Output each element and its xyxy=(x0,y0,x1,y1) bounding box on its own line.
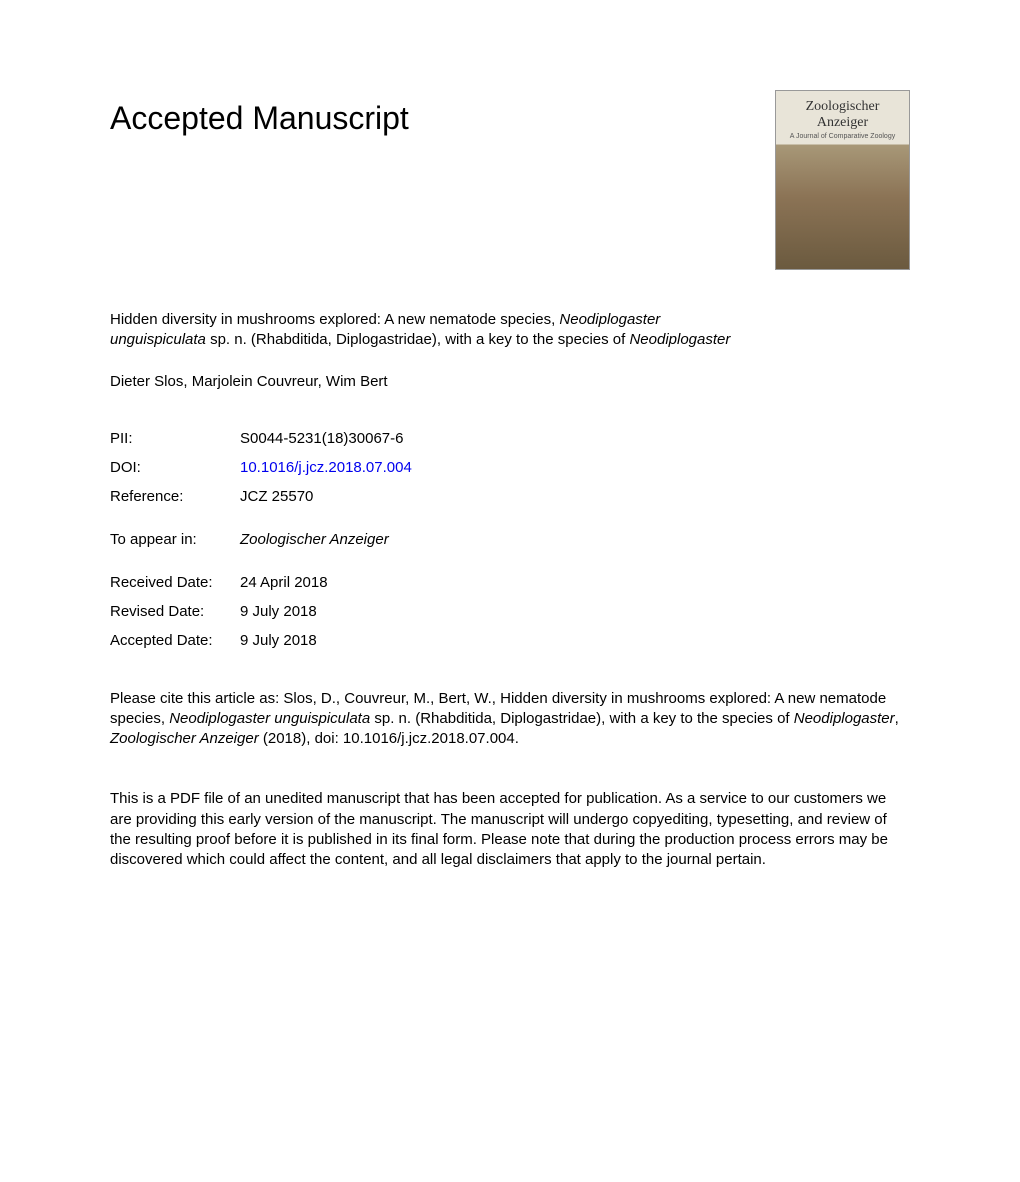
citation-text: Please cite this article as: Slos, D., C… xyxy=(110,689,910,750)
meta-row-pii: PII: S0044-5231(18)30067-6 xyxy=(110,430,910,447)
disclaimer-text: This is a PDF file of an unedited manusc… xyxy=(110,789,910,870)
doi-link[interactable]: 10.1016/j.jcz.2018.07.004 xyxy=(240,459,412,476)
title-mid: sp. n. (Rhabditida, Diplogastridae), wit… xyxy=(206,331,630,348)
journal-cover-title-line1: Zoologischer xyxy=(806,99,880,114)
title-species2: Neodiplogaster xyxy=(629,331,730,348)
citation-species1: Neodiplogaster unguispiculata xyxy=(169,710,370,727)
journal-cover-title-line2: Anzeiger xyxy=(817,115,868,130)
pii-value: S0044-5231(18)30067-6 xyxy=(240,430,403,447)
meta-row-accepted: Accepted Date: 9 July 2018 xyxy=(110,632,910,649)
citation-part3: , xyxy=(895,710,899,727)
received-value: 24 April 2018 xyxy=(240,574,328,591)
accepted-label: Accepted Date: xyxy=(110,632,240,649)
page-title: Accepted Manuscript xyxy=(110,100,409,137)
article-title: Hidden diversity in mushrooms explored: … xyxy=(110,310,750,351)
reference-label: Reference: xyxy=(110,488,240,505)
header-row: Accepted Manuscript Zoologischer Anzeige… xyxy=(110,100,910,270)
citation-journal: Zoologischer Anzeiger xyxy=(110,730,259,747)
meta-row-revised: Revised Date: 9 July 2018 xyxy=(110,603,910,620)
appear-value: Zoologischer Anzeiger xyxy=(240,531,389,548)
doi-label: DOI: xyxy=(110,459,240,476)
citation-species2: Neodiplogaster xyxy=(794,710,895,727)
journal-cover-title: Zoologischer Anzeiger xyxy=(776,99,909,131)
meta-row-appear: To appear in: Zoologischer Anzeiger xyxy=(110,531,910,548)
metadata-table: PII: S0044-5231(18)30067-6 DOI: 10.1016/… xyxy=(110,430,910,649)
revised-label: Revised Date: xyxy=(110,603,240,620)
revised-value: 9 July 2018 xyxy=(240,603,317,620)
journal-cover-subtitle: A Journal of Comparative Zoology xyxy=(776,133,909,140)
meta-row-reference: Reference: JCZ 25570 xyxy=(110,488,910,505)
title-prefix: Hidden diversity in mushrooms explored: … xyxy=(110,311,559,328)
journal-cover-thumbnail: Zoologischer Anzeiger A Journal of Compa… xyxy=(775,90,910,270)
received-label: Received Date: xyxy=(110,574,240,591)
pii-label: PII: xyxy=(110,430,240,447)
authors: Dieter Slos, Marjolein Couvreur, Wim Ber… xyxy=(110,373,910,390)
accepted-value: 9 July 2018 xyxy=(240,632,317,649)
meta-row-received: Received Date: 24 April 2018 xyxy=(110,574,910,591)
meta-row-doi: DOI: 10.1016/j.jcz.2018.07.004 xyxy=(110,459,910,476)
reference-value: JCZ 25570 xyxy=(240,488,313,505)
citation-part2: sp. n. (Rhabditida, Diplogastridae), wit… xyxy=(370,710,794,727)
appear-label: To appear in: xyxy=(110,531,240,548)
citation-part4: (2018), doi: 10.1016/j.jcz.2018.07.004. xyxy=(259,730,519,747)
